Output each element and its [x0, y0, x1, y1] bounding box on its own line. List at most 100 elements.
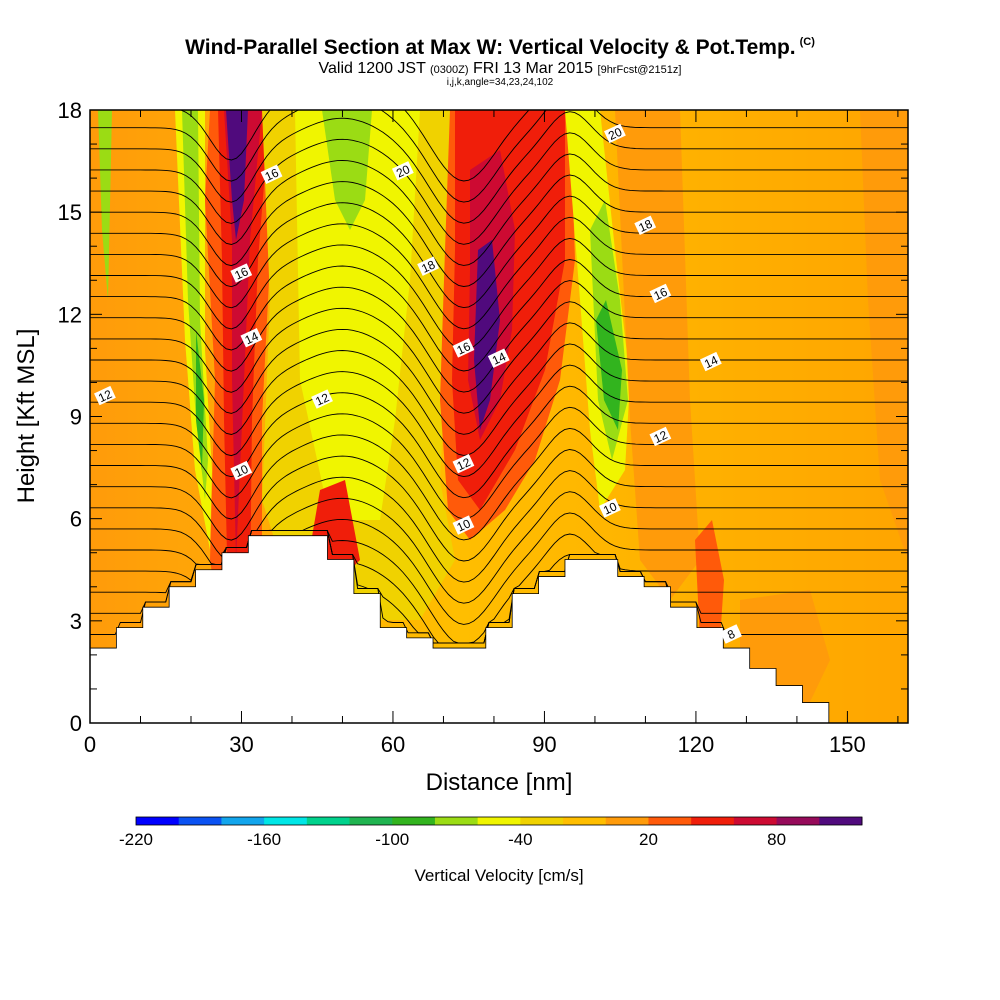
contour-label-text: 14 [702, 353, 720, 371]
theta-contour-line [90, 237, 908, 351]
contour-label-bg [720, 624, 742, 644]
chart-title-units: (C) [799, 36, 815, 48]
theta-contour-line [90, 385, 908, 499]
colorbar-swatch [477, 817, 521, 825]
contour-label: 10 [598, 498, 621, 518]
contour-label-text: 20 [394, 162, 412, 180]
contour-label-bg [649, 283, 672, 304]
y-axis: 0 3 6 9 12 15 18 [58, 98, 908, 736]
contour-label: 8 [720, 624, 742, 644]
colorbar: -220 -160 -100 -40 20 80 [119, 816, 863, 849]
valid-prefix: Valid 1200 JST [318, 60, 426, 77]
contour-label-bg [699, 351, 722, 372]
contour-label-text: 18 [636, 216, 654, 234]
contour-label-bg [604, 123, 626, 144]
colorbar-swatch [563, 817, 607, 825]
contour-label-bg [260, 164, 283, 184]
contour-label-bg [452, 515, 475, 535]
y-axis-title: Height [Kft MSL] [13, 329, 40, 504]
colorbar-swatch [520, 817, 564, 825]
contour-label-text: 10 [232, 462, 250, 480]
contour-label: 16 [649, 283, 672, 304]
colorbar-tick-label: -100 [375, 830, 409, 849]
colorbar-swatch [306, 817, 351, 825]
colorbar-swatch [264, 817, 308, 825]
downdraft-band-2-core [596, 300, 622, 430]
colorbar-swatch [221, 817, 265, 825]
x-axis-title: Distance [nm] [426, 769, 573, 796]
contour-label-text: 14 [243, 329, 261, 347]
colorbar-swatch [178, 817, 222, 825]
grid-indices: i,j,k,angle=34,23,24,102 [446, 77, 554, 88]
contour-label-bg [634, 215, 657, 236]
contour-labels: 12 10 12 14 16 16 20 18 16 14 12 10 10 12 14 16 18 20 8 [94, 123, 742, 644]
valid-utc: (0300Z) [430, 64, 469, 76]
valid-time-line: Valid 1200 JST (0300Z) FRI 13 Mar 2015 [… [0, 60, 1000, 78]
y-tick-label: 0 [70, 711, 82, 736]
contour-label: 16 [452, 338, 475, 358]
theta-contour-line [90, 406, 908, 520]
colorbar-swatch [434, 817, 479, 825]
colorbar-frame [135, 816, 863, 826]
theta-contour-line [90, 259, 908, 372]
contour-label-text: 16 [232, 264, 250, 282]
theta-contour-line [179, 110, 530, 182]
contour-label-text: 16 [455, 339, 473, 357]
contour-label: 14 [487, 348, 510, 368]
theta-contour-line [90, 216, 908, 330]
contour-label: 14 [699, 351, 722, 372]
contour-label-bg [452, 454, 475, 474]
contour-label-bg [417, 256, 440, 276]
y-tick-label: 15 [58, 200, 82, 225]
contour-label-text: 12 [313, 390, 331, 408]
contour-label-bg [230, 460, 253, 481]
colorbar-tick-label: -40 [508, 830, 533, 849]
contour-label-text: 12 [455, 455, 473, 473]
theta-contour-line [90, 427, 908, 541]
contour-label-bg [391, 161, 414, 181]
colorbar-swatch [648, 817, 692, 825]
contour-label: 14 [240, 328, 263, 348]
y-tick-label: 3 [70, 609, 82, 634]
weak-downdraft-mid-inner [295, 110, 420, 520]
downdraft-band-0 [98, 110, 112, 300]
theta-contour-line [90, 301, 908, 414]
x-tick-label: 90 [532, 732, 556, 757]
contour-label: 10 [230, 460, 253, 481]
colorbar-tick-label: 80 [767, 830, 786, 849]
contour-label-bg [311, 389, 333, 409]
theta-contour-line [90, 174, 908, 287]
colorbar-title: Vertical Velocity [cm/s] [414, 866, 583, 885]
colorbar-swatch [733, 817, 778, 825]
theta-contour-line [90, 111, 908, 224]
colorbar-swatch [776, 817, 820, 825]
contour-label-text: 10 [601, 499, 619, 517]
contour-label-text: 12 [652, 428, 670, 446]
contour-label-text: 14 [490, 349, 508, 367]
forecast-info: [9hrFcst@2151z] [597, 64, 682, 76]
colorbar-tick-label: -220 [119, 830, 153, 849]
contour-label: 18 [417, 256, 440, 276]
x-tick-label: 0 [84, 732, 96, 757]
contour-label-bg [94, 385, 116, 406]
contour-label-bg [649, 426, 672, 447]
contour-label: 16 [260, 164, 283, 184]
theta-contour-line [90, 110, 908, 203]
contour-label: 12 [649, 426, 672, 447]
contour-label-text: 20 [606, 125, 624, 143]
contour-label-bg [598, 498, 621, 518]
contour-label: 12 [311, 389, 333, 409]
colorbar-tick-label: -160 [247, 830, 281, 849]
contour-label: 12 [452, 454, 475, 474]
contour-label-text: 18 [419, 257, 437, 275]
contour-label-bg [452, 338, 475, 358]
colorbar-swatch [136, 817, 180, 825]
contour-label-text: 16 [652, 285, 670, 303]
chart-title: Wind-Parallel Section at Max W: Vertical… [0, 36, 1000, 60]
y-tick-label: 18 [58, 98, 82, 123]
theta-contour-line [90, 343, 908, 456]
updraft-band-1-max [226, 110, 248, 240]
terrain-mask [90, 535, 908, 723]
colorbar-swatch [349, 817, 393, 825]
